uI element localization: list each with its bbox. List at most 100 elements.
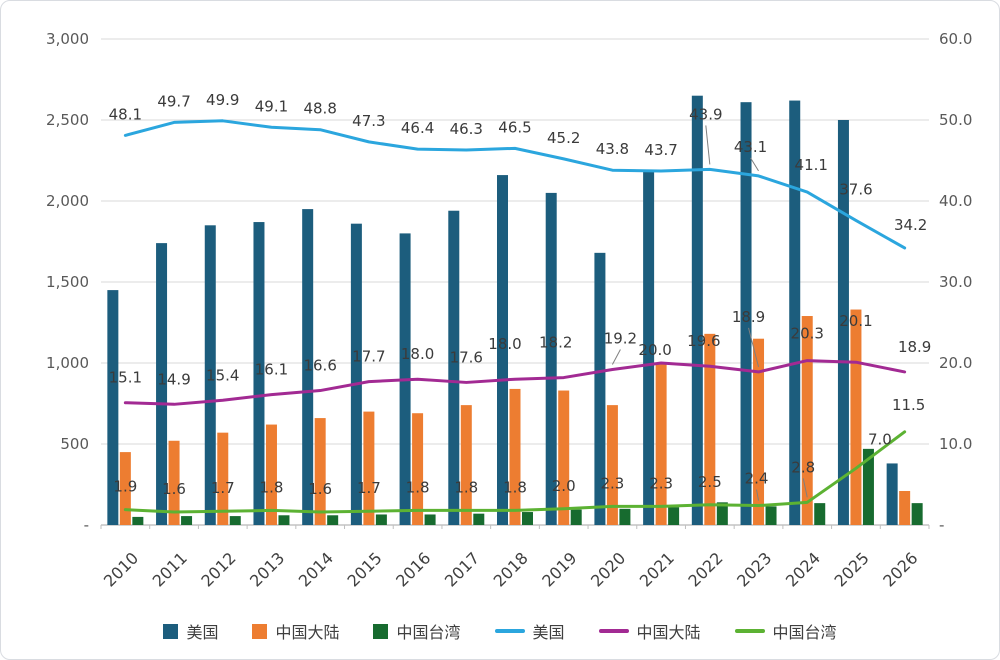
bar-0-2022 bbox=[691, 95, 703, 525]
right-axis-tick-label: - bbox=[939, 516, 944, 534]
data-label-2-2012: 1.7 bbox=[211, 479, 235, 497]
legend-label: 美国 bbox=[532, 623, 565, 642]
chart-legend: 美国 中国大陆 中国台湾 美国 中国大陆 中国台湾 bbox=[1, 619, 999, 643]
data-label-0-2019: 45.2 bbox=[547, 129, 580, 147]
data-label-2-2023: 2.4 bbox=[745, 470, 769, 488]
bar-2-2018 bbox=[522, 512, 533, 525]
bar-0-2026 bbox=[886, 463, 898, 525]
legend-bar-taiwan: 中国台湾 bbox=[373, 619, 461, 643]
data-label-1-2012: 15.4 bbox=[206, 366, 239, 384]
legend-bar-china-mainland: 中国大陆 bbox=[252, 619, 339, 643]
bar-2-2010 bbox=[132, 516, 144, 525]
bar-0-2018 bbox=[497, 175, 508, 525]
x-axis-label: 2014 bbox=[295, 548, 337, 590]
data-label-2-2021: 2.3 bbox=[649, 474, 673, 492]
bar-0-2014 bbox=[302, 209, 314, 525]
bar-1-2013 bbox=[265, 424, 277, 525]
bar-1-2026 bbox=[899, 490, 911, 525]
legend-line-usa: 美国 bbox=[494, 619, 565, 643]
bar-0-2012 bbox=[204, 225, 216, 526]
label-leader-line bbox=[748, 327, 760, 368]
bar-2-2019 bbox=[570, 509, 582, 525]
right-axis-tick-label: 30.0 bbox=[939, 273, 972, 291]
x-axis-label: 2011 bbox=[149, 548, 191, 590]
label-leader-line bbox=[705, 125, 711, 165]
data-label-0-2012: 49.9 bbox=[206, 91, 239, 109]
data-label-0-2020: 43.8 bbox=[596, 140, 629, 158]
data-label-0-2024: 41.1 bbox=[795, 156, 828, 174]
bar-1-2021 bbox=[655, 363, 667, 525]
data-label-0-2015: 47.3 bbox=[352, 112, 385, 130]
x-axis-label: 2025 bbox=[831, 548, 873, 590]
data-label-2-2011: 1.6 bbox=[162, 480, 186, 498]
bar-2-2023 bbox=[765, 506, 777, 525]
x-axis-label: 2020 bbox=[587, 548, 629, 590]
bar-1-2017 bbox=[460, 405, 472, 525]
data-label-1-2014: 16.6 bbox=[303, 357, 336, 375]
data-label-2-2019: 2.0 bbox=[552, 477, 576, 495]
x-axis-label: 2024 bbox=[782, 548, 824, 590]
legend-label: 中国大陆 bbox=[636, 623, 701, 642]
label-leader-line bbox=[750, 157, 759, 172]
x-axis-label: 2017 bbox=[441, 548, 483, 590]
data-label-1-2016: 18.0 bbox=[401, 345, 434, 363]
bar-2-2025 bbox=[862, 448, 874, 525]
bar-0-2015 bbox=[350, 223, 362, 525]
legend-bar-usa: 美国 bbox=[163, 619, 218, 643]
x-axis-label: 2018 bbox=[490, 548, 532, 590]
x-axis-label: 2021 bbox=[636, 548, 678, 590]
left-axis-tick-label: 1,000 bbox=[46, 354, 89, 372]
right-axis-tick-label: 20.0 bbox=[939, 354, 972, 372]
data-label-0-2017: 46.3 bbox=[450, 120, 483, 138]
label-leader-line bbox=[756, 489, 760, 501]
legend-swatch-bar-taiwan bbox=[373, 623, 389, 639]
data-label-2-2024: 2.8 bbox=[791, 458, 815, 476]
data-label-1-2022: 19.6 bbox=[687, 332, 720, 350]
data-label-2-2010: 1.9 bbox=[113, 478, 137, 496]
bar-1-2012 bbox=[217, 432, 229, 525]
x-axis-label: 2016 bbox=[392, 548, 434, 590]
data-label-0-2022: 43.9 bbox=[689, 105, 722, 123]
bar-0-2013 bbox=[253, 222, 265, 525]
data-label-1-2011: 14.9 bbox=[157, 370, 190, 388]
bar-0-2025 bbox=[837, 120, 849, 525]
x-axis-label: 2015 bbox=[343, 548, 385, 590]
data-label-2-2020: 2.3 bbox=[600, 474, 624, 492]
bar-2-2026 bbox=[911, 503, 923, 525]
bar-2-2011 bbox=[181, 516, 193, 525]
left-axis-tick-label: 3,000 bbox=[46, 30, 89, 48]
legend-line-taiwan: 中国台湾 bbox=[734, 619, 837, 643]
data-label-1-2024: 20.3 bbox=[791, 325, 824, 343]
data-label-0-2016: 46.4 bbox=[401, 119, 434, 137]
left-axis-tick-label: 1,500 bbox=[46, 273, 89, 291]
legend-label: 中国台湾 bbox=[772, 623, 837, 642]
bar-2-2015 bbox=[375, 514, 387, 525]
x-axis-label: 2022 bbox=[684, 548, 726, 590]
data-label-0-2018: 46.5 bbox=[498, 118, 531, 136]
data-label-1-2020: 19.2 bbox=[604, 329, 637, 347]
bar-2-2014 bbox=[327, 515, 339, 525]
right-axis-tick-label: 50.0 bbox=[939, 111, 972, 129]
bar-2-2024 bbox=[814, 503, 826, 525]
data-label-2-2017: 1.8 bbox=[454, 478, 478, 496]
bar-0-2024 bbox=[789, 100, 801, 525]
bar-0-2011 bbox=[156, 243, 168, 525]
bar-1-2015 bbox=[363, 411, 375, 525]
data-label-1-2019: 18.2 bbox=[539, 334, 572, 352]
data-label-2-2016: 1.8 bbox=[406, 478, 430, 496]
bar-2-2021 bbox=[668, 507, 680, 525]
data-label-1-2018: 18.0 bbox=[488, 335, 521, 353]
data-label-2-2025: 7.0 bbox=[868, 430, 892, 448]
bar-2-2012 bbox=[229, 516, 241, 525]
data-label-1-2021: 20.0 bbox=[638, 341, 671, 359]
bar-1-2022 bbox=[704, 333, 716, 525]
bar-1-2024 bbox=[801, 316, 813, 525]
data-label-1-2017: 17.6 bbox=[450, 348, 483, 366]
data-label-1-2026: 18.9 bbox=[898, 338, 931, 356]
right-axis-tick-label: 60.0 bbox=[939, 30, 972, 48]
data-label-1-2010: 15.1 bbox=[109, 369, 142, 387]
legend-swatch-line-taiwan bbox=[734, 629, 765, 633]
legend-swatch-line-china-mainland bbox=[598, 629, 629, 633]
data-label-2-2014: 1.6 bbox=[308, 480, 332, 498]
